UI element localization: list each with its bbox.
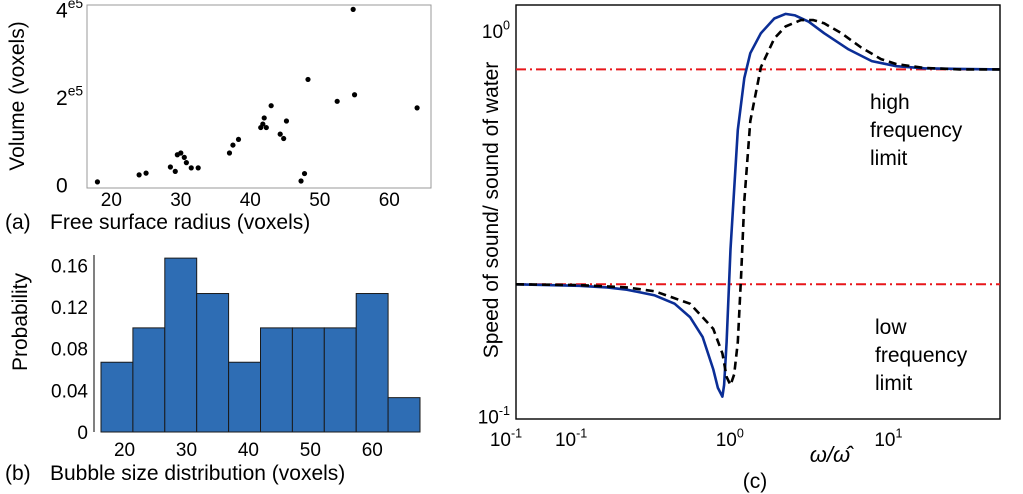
scatter-y-tick-label: 0 bbox=[56, 174, 68, 197]
scatter-point bbox=[301, 170, 308, 177]
scatter-point bbox=[263, 124, 269, 131]
scatter-point bbox=[226, 150, 233, 156]
scatter-point bbox=[414, 105, 420, 111]
scatter-plot-frame bbox=[86, 4, 432, 189]
scatter-point bbox=[195, 165, 201, 171]
scatter-point bbox=[268, 103, 274, 109]
scatter-point bbox=[181, 154, 187, 160]
line-chart-frame bbox=[515, 4, 1001, 420]
annotation-text: high bbox=[870, 91, 910, 114]
histogram-y-tick-label: 0.04 bbox=[51, 381, 88, 402]
histogram-y-axis-label: Probability bbox=[9, 272, 32, 371]
histogram-bar bbox=[196, 293, 230, 433]
solid-series-line bbox=[515, 12, 1001, 398]
scatter-point bbox=[178, 150, 184, 156]
panel-c-line-chart: 10-1 100 101 10-1 10-1 100 high frequency limi… bbox=[478, 4, 1001, 493]
histogram-bar bbox=[164, 257, 198, 433]
scatter-x-axis-label: Free surface radius (voxels) bbox=[50, 211, 310, 234]
histogram-x-tick-label: 60 bbox=[362, 440, 383, 461]
scatter-point bbox=[136, 172, 142, 178]
line-chart-y-tick-label: 10-1 bbox=[478, 404, 510, 429]
histogram-bars bbox=[100, 257, 421, 433]
histogram-x-tick-label: 30 bbox=[176, 440, 197, 461]
histogram-bar bbox=[132, 327, 166, 433]
panel-a-label: (a) bbox=[5, 211, 31, 234]
scatter-x-tick-label: 50 bbox=[309, 190, 330, 211]
panel-b-label: (b) bbox=[5, 462, 31, 485]
scatter-point bbox=[94, 179, 101, 185]
scatter-point bbox=[230, 142, 236, 148]
histogram-bar bbox=[291, 327, 325, 433]
histogram-bar bbox=[228, 361, 262, 433]
annotation-text: limit bbox=[870, 147, 907, 170]
histogram-y-tick-label: 0.08 bbox=[51, 340, 88, 361]
scatter-x-tick-label: 40 bbox=[240, 190, 261, 211]
reference-lines bbox=[516, 68, 1000, 286]
line-chart-x-tick-labels: 10-1 100 101 10-1 bbox=[490, 426, 903, 451]
histogram-y-tick-label: 0.12 bbox=[51, 298, 88, 319]
scatter-point bbox=[183, 160, 189, 166]
histogram-bar bbox=[323, 327, 357, 433]
scatter-point bbox=[172, 168, 178, 174]
scatter-y-axis-label: Volume (voxels) bbox=[6, 21, 29, 170]
scatter-point bbox=[298, 178, 304, 184]
histogram-bar bbox=[100, 361, 134, 433]
line-chart-x-tick-label: 100 bbox=[716, 426, 744, 451]
scatter-y-tick-label: 4e5 bbox=[56, 0, 83, 22]
scatter-point bbox=[350, 6, 356, 12]
histogram-bar bbox=[387, 397, 421, 433]
scatter-point bbox=[281, 135, 287, 142]
scatter-x-tick-label: 20 bbox=[101, 190, 122, 211]
annotation-text: low bbox=[875, 316, 907, 339]
annotation-text: frequency bbox=[875, 344, 968, 367]
histogram-bar bbox=[355, 293, 389, 433]
line-chart-x-tick-label: 10-1 bbox=[555, 426, 587, 451]
dashed-series-line bbox=[515, 18, 1000, 387]
line-chart-x-axis-label: ω/ω̂ bbox=[810, 442, 854, 467]
scatter-y-tick-label: 2e5 bbox=[56, 82, 83, 109]
scatter-point bbox=[283, 118, 290, 124]
annotations: high frequency limit low frequency limit bbox=[870, 91, 968, 395]
panel-b-histogram: 20 30 40 50 60 0 0.04 0.08 0.12 0.16 (b) Bubble … bbox=[5, 255, 421, 485]
scatter-points bbox=[94, 6, 420, 185]
line-series bbox=[515, 12, 1001, 398]
histogram-x-tick-label: 20 bbox=[114, 440, 135, 461]
panel-c-label: (c) bbox=[743, 470, 768, 493]
line-chart-x-tick-label: 101 bbox=[874, 426, 902, 451]
scatter-x-tick-labels: 20 30 40 50 60 bbox=[101, 190, 400, 211]
line-chart-y-tick-labels: 10-1 100 bbox=[478, 18, 510, 428]
line-chart-y-axis-label: Speed of sound/ sound of water bbox=[480, 62, 503, 359]
scatter-point bbox=[351, 92, 358, 98]
scatter-point bbox=[277, 131, 283, 137]
line-chart-x-corner-tick-label: 10-1 bbox=[490, 426, 522, 451]
histogram-x-tick-labels: 20 30 40 50 60 bbox=[114, 440, 383, 461]
histogram-x-tick-label: 50 bbox=[300, 440, 321, 461]
scatter-point bbox=[143, 170, 149, 176]
scatter-y-tick-labels: 0 2e5 4e5 bbox=[56, 0, 83, 197]
annotation-text: limit bbox=[875, 372, 912, 395]
histogram-x-axis-label: Bubble size distribution (voxels) bbox=[50, 462, 345, 485]
scatter-point bbox=[261, 115, 267, 121]
scatter-point bbox=[305, 76, 311, 83]
scatter-point bbox=[235, 136, 242, 143]
scatter-point bbox=[167, 164, 173, 170]
scatter-point bbox=[334, 98, 340, 104]
histogram-bar bbox=[260, 327, 293, 433]
scatter-point bbox=[260, 121, 266, 127]
histogram-y-tick-label: 0.16 bbox=[51, 256, 88, 277]
annotation-text: frequency bbox=[870, 119, 963, 142]
panel-a-scatter: 20 30 40 50 60 0 2e5 4e5 (a) Free surface radi… bbox=[5, 0, 432, 234]
histogram-x-tick-label: 40 bbox=[238, 440, 259, 461]
scatter-point bbox=[188, 165, 194, 171]
scatter-x-tick-label: 60 bbox=[379, 190, 400, 211]
scatter-x-tick-label: 30 bbox=[170, 190, 191, 211]
line-chart-y-tick-label: 100 bbox=[482, 18, 510, 43]
histogram-y-tick-labels: 0 0.04 0.08 0.12 0.16 bbox=[51, 256, 88, 444]
histogram-y-tick-label: 0 bbox=[77, 423, 88, 444]
